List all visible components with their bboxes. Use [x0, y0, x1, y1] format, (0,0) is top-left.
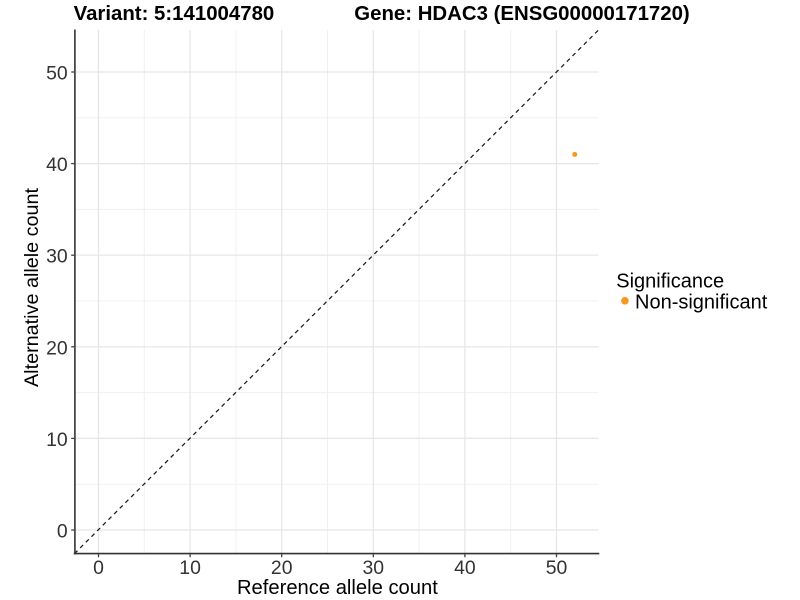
svg-text:20: 20	[271, 557, 293, 579]
svg-text:30: 30	[46, 246, 68, 268]
svg-text:20: 20	[46, 337, 68, 359]
svg-text:0: 0	[57, 521, 68, 543]
svg-text:Significance: Significance	[616, 271, 724, 293]
svg-text:10: 10	[46, 429, 68, 451]
svg-text:50: 50	[546, 557, 568, 579]
svg-text:Alternative allele count: Alternative allele count	[21, 187, 43, 387]
svg-text:Non-significant: Non-significant	[635, 291, 768, 313]
svg-text:50: 50	[46, 63, 68, 85]
svg-text:0: 0	[93, 557, 104, 579]
svg-text:30: 30	[363, 557, 385, 579]
svg-text:40: 40	[454, 557, 476, 579]
svg-text:40: 40	[46, 154, 68, 176]
svg-text:10: 10	[179, 557, 201, 579]
svg-text:Variant: 5:141004780: Variant: 5:141004780	[74, 3, 275, 25]
svg-text:Gene: HDAC3 (ENSG00000171720): Gene: HDAC3 (ENSG00000171720)	[354, 3, 689, 25]
svg-text:Reference allele count: Reference allele count	[237, 577, 438, 599]
